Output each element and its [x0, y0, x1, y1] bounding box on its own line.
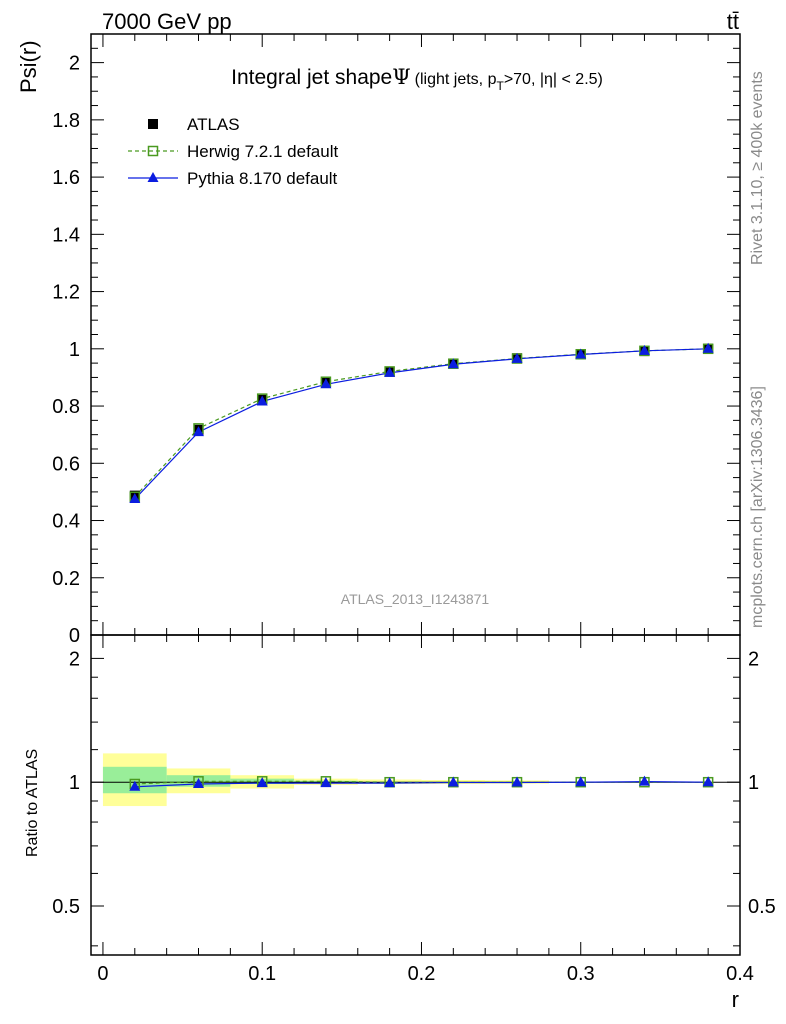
- data-point-mc: [256, 395, 268, 406]
- y-tick-label: 0.2: [52, 568, 80, 590]
- data-point-mc: [384, 366, 396, 377]
- y-tick-label: 0.8: [52, 396, 80, 418]
- x-axis-label: r: [732, 987, 739, 1012]
- tick-labels: 0 0.1 0.2 0.3 0.4 0 0.2 0.4 0.6 0.8 1 1.2 1.4 1.6 1.8 2…: [52, 53, 776, 985]
- legend-marker: [147, 145, 159, 157]
- y-axis-label: Psi(r): [16, 40, 41, 93]
- legend-marker: [147, 172, 159, 182]
- main-series: [129, 342, 714, 504]
- ratio-point: [129, 780, 141, 791]
- y-tick-label: 2: [69, 53, 80, 75]
- data-point-mc: [320, 378, 332, 389]
- y-tick-label: 1: [69, 339, 80, 361]
- ratio-tick-label-left: 0.5: [52, 896, 80, 918]
- axis-ticks: [91, 33, 741, 955]
- legend-label: Herwig 7.2.1 default: [187, 142, 338, 161]
- data-point-mc: [575, 348, 587, 359]
- data-point-mc: [193, 426, 205, 437]
- chart-title: Integral jet shapeΨ (light jets, pT>70, |…: [231, 65, 603, 93]
- data-point-mc: [511, 352, 523, 363]
- process-label: tt̄: [727, 9, 739, 34]
- ratio-point: [575, 776, 587, 787]
- data-point-mc: [702, 342, 714, 353]
- ratio-point: [256, 777, 268, 788]
- energy-label: 7000 GeV pp: [102, 9, 232, 34]
- ratio-tick-label-left: 2: [69, 648, 80, 670]
- data-point-mc: [129, 493, 141, 504]
- legend-label: Pythia 8.170 default: [187, 169, 338, 188]
- ratio-tick-label-right: 2: [748, 648, 759, 670]
- y-tick-label: 1.6: [52, 167, 80, 189]
- ratio-line: [134, 781, 709, 788]
- ratio-point: [193, 777, 205, 788]
- y-tick-label: 1.8: [52, 110, 80, 132]
- ratio-tick-label-right: 0.5: [748, 896, 776, 918]
- ratio-tick-label-right: 1: [748, 772, 759, 794]
- data-point-mc: [447, 358, 459, 369]
- x-tick-label: 0: [97, 963, 108, 985]
- ratio-point: [511, 776, 523, 787]
- y-tick-label: 0.4: [52, 511, 80, 533]
- y-tick-label: 1.2: [52, 282, 80, 304]
- ratio-point: [447, 776, 459, 787]
- ratio-tick-label-left: 1: [69, 772, 80, 794]
- side-rivet-label: Rivet 3.1.10, ≥ 400k events: [749, 71, 766, 265]
- legend-marker: [148, 119, 158, 129]
- legend-label: ATLAS: [187, 115, 240, 134]
- ratio-point: [384, 777, 396, 788]
- ratio-point: [638, 775, 650, 786]
- data-point-mc: [638, 344, 650, 355]
- legend: ATLAS Herwig 7.2.1 default Pythia 8.170 de…: [128, 115, 338, 188]
- side-mcplots-label: mcplots.cern.ch [arXiv:1306.3436]: [749, 386, 766, 628]
- ratio-point: [320, 777, 332, 788]
- y-tick-label: 1.4: [52, 224, 80, 246]
- x-tick-label: 0.2: [408, 963, 436, 985]
- analysis-label: ATLAS_2013_I1243871: [341, 591, 490, 607]
- series-line: [134, 348, 709, 498]
- ratio-point: [702, 776, 714, 787]
- y-tick-label: 0: [69, 625, 80, 647]
- ratio-series: [129, 775, 714, 791]
- x-tick-label: 0.3: [567, 963, 595, 985]
- series-line: [134, 348, 709, 500]
- ratio-panel-frame: [90, 634, 741, 956]
- x-tick-label: 0.1: [248, 963, 276, 985]
- ratio-y-axis-label: Ratio to ATLAS: [24, 749, 41, 857]
- y-tick-label: 0.6: [52, 453, 80, 475]
- x-tick-label: 0.4: [726, 963, 754, 985]
